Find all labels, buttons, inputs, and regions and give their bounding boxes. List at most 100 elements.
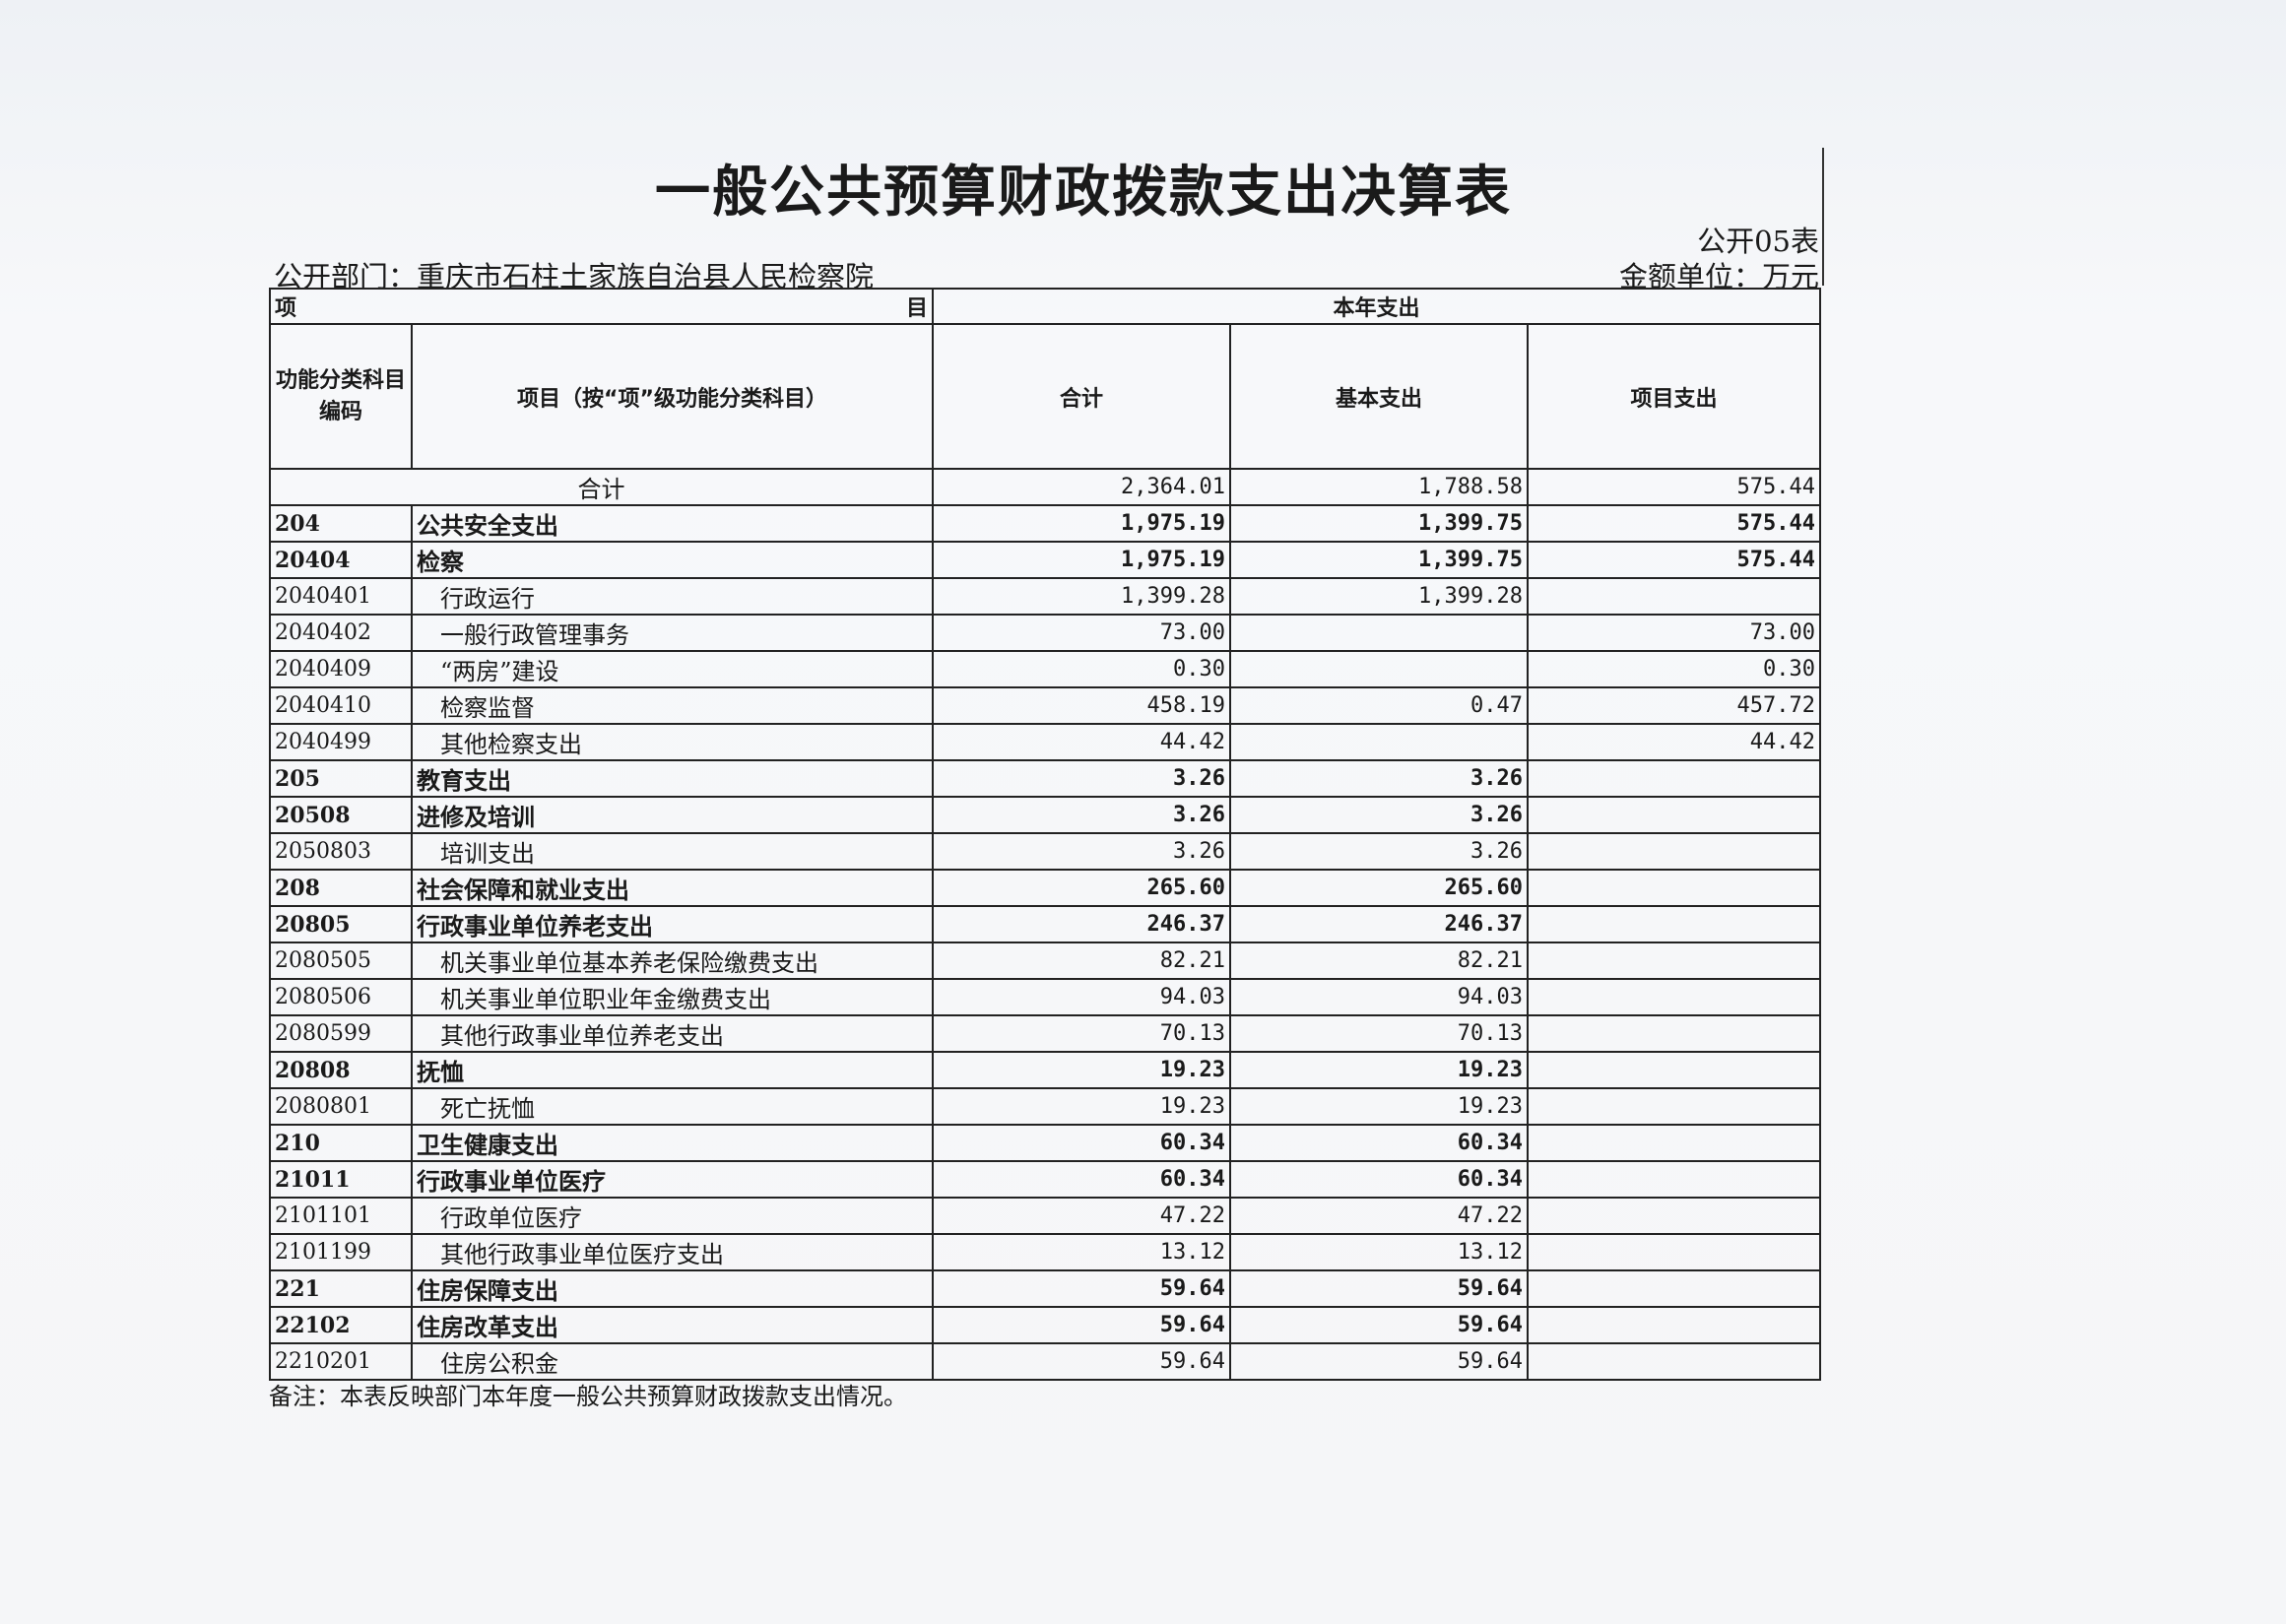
row-total: 94.03 <box>932 978 1231 1016</box>
row-name: 行政事业单位医疗 <box>411 1160 934 1199</box>
row-name: 住房保障支出 <box>411 1269 934 1308</box>
row-project <box>1527 759 1821 798</box>
table-row: 2040402 一般行政管理事务 73.00 73.00 <box>269 614 1821 652</box>
table-row: 2040401 行政运行 1,399.28 1,399.28 <box>269 577 1821 616</box>
row-basic <box>1229 650 1529 688</box>
row-name: 行政运行 <box>411 577 934 616</box>
row-basic: 47.22 <box>1229 1197 1529 1235</box>
row-total: 82.21 <box>932 942 1231 980</box>
row-project <box>1527 1051 1821 1089</box>
table-row: 22102 住房改革支出 59.64 59.64 <box>269 1306 1821 1344</box>
row-basic <box>1229 614 1529 652</box>
row-total: 19.23 <box>932 1051 1231 1089</box>
row-project <box>1527 1014 1821 1053</box>
row-name: 检察监督 <box>411 686 934 725</box>
row-project: 44.42 <box>1527 723 1821 761</box>
row-code: 20808 <box>269 1051 413 1089</box>
expenditure-table: 项 目 本年支出 功能分类科目编码 项目（按“项”级功能分类科目） 合计 基本支… <box>269 288 1821 1381</box>
row-basic: 246.37 <box>1229 905 1529 943</box>
row-code: 21011 <box>269 1160 413 1199</box>
row-name: 死亡抚恤 <box>411 1087 934 1126</box>
row-project <box>1527 1306 1821 1344</box>
row-basic: 1,399.75 <box>1229 504 1529 543</box>
table-row: 204 公共安全支出 1,975.19 1,399.75 575.44 <box>269 504 1821 543</box>
row-code: 2080506 <box>269 978 413 1016</box>
header-total: 合计 <box>932 323 1231 470</box>
row-name: 其他行政事业单位医疗支出 <box>411 1233 934 1271</box>
row-basic: 0.47 <box>1229 686 1529 725</box>
row-basic: 70.13 <box>1229 1014 1529 1053</box>
row-code: 208 <box>269 869 413 907</box>
row-total: 70.13 <box>932 1014 1231 1053</box>
row-name: 培训支出 <box>411 832 934 871</box>
row-name: 机关事业单位基本养老保险缴费支出 <box>411 942 934 980</box>
row-code: 20805 <box>269 905 413 943</box>
row-project: 575.44 <box>1527 541 1821 579</box>
header-row-1: 项 目 本年支出 <box>269 288 1821 325</box>
row-code: 2040410 <box>269 686 413 725</box>
row-project <box>1527 1233 1821 1271</box>
row-total: 3.26 <box>932 832 1231 871</box>
row-code: 205 <box>269 759 413 798</box>
footnote: 备注：本表反映部门本年度一般公共预算财政拨款支出情况。 <box>269 1383 907 1410</box>
row-basic: 19.23 <box>1229 1051 1529 1089</box>
header-item: 项 目 <box>269 288 934 325</box>
row-code: 20404 <box>269 541 413 579</box>
table-row: 221 住房保障支出 59.64 59.64 <box>269 1269 1821 1308</box>
row-project: 73.00 <box>1527 614 1821 652</box>
row-project: 0.30 <box>1527 650 1821 688</box>
row-project <box>1527 1160 1821 1199</box>
table-row: 2040409 “两房”建设 0.30 0.30 <box>269 650 1821 688</box>
row-total: 1,975.19 <box>932 541 1231 579</box>
row-basic: 59.64 <box>1229 1342 1529 1381</box>
table-row: 20508 进修及培训 3.26 3.26 <box>269 796 1821 834</box>
table-row: 2080506 机关事业单位职业年金缴费支出 94.03 94.03 <box>269 978 1821 1016</box>
row-code: 2040402 <box>269 614 413 652</box>
row-code: 2210201 <box>269 1342 413 1381</box>
row-project <box>1527 1342 1821 1381</box>
header-project: 项目支出 <box>1527 323 1821 470</box>
row-basic: 94.03 <box>1229 978 1529 1016</box>
row-total: 1,975.19 <box>932 504 1231 543</box>
row-name: 住房改革支出 <box>411 1306 934 1344</box>
table-row: 2080599 其他行政事业单位养老支出 70.13 70.13 <box>269 1014 1821 1053</box>
table-row: 21011 行政事业单位医疗 60.34 60.34 <box>269 1160 1821 1199</box>
row-basic: 265.60 <box>1229 869 1529 907</box>
row-code: 210 <box>269 1124 413 1162</box>
table-row: 210 卫生健康支出 60.34 60.34 <box>269 1124 1821 1162</box>
row-basic: 1,399.28 <box>1229 577 1529 616</box>
scan-edge-line <box>1822 148 1824 286</box>
table-row: 20404 检察 1,975.19 1,399.75 575.44 <box>269 541 1821 579</box>
row-name: 进修及培训 <box>411 796 934 834</box>
row-total: 19.23 <box>932 1087 1231 1126</box>
table-row: 208 社会保障和就业支出 265.60 265.60 <box>269 869 1821 907</box>
row-project <box>1527 1124 1821 1162</box>
row-basic: 59.64 <box>1229 1306 1529 1344</box>
row-total: 60.34 <box>932 1160 1231 1199</box>
row-name: 卫生健康支出 <box>411 1124 934 1162</box>
row-code: 22102 <box>269 1306 413 1344</box>
row-code: 20508 <box>269 796 413 834</box>
row-basic: 13.12 <box>1229 1233 1529 1271</box>
row-name: 教育支出 <box>411 759 934 798</box>
row-basic: 60.34 <box>1229 1160 1529 1199</box>
row-total: 59.64 <box>932 1269 1231 1308</box>
row-code: 2040499 <box>269 723 413 761</box>
row-project <box>1527 942 1821 980</box>
row-basic: 59.64 <box>1229 1269 1529 1308</box>
row-name: 公共安全支出 <box>411 504 934 543</box>
row-basic: 82.21 <box>1229 942 1529 980</box>
table-row: 2101101 行政单位医疗 47.22 47.22 <box>269 1197 1821 1235</box>
row-total: 3.26 <box>932 759 1231 798</box>
table-row: 2040499 其他检察支出 44.42 44.42 <box>269 723 1821 761</box>
total-project: 575.44 <box>1527 468 1821 506</box>
row-total: 13.12 <box>932 1233 1231 1271</box>
total-basic: 1,788.58 <box>1229 468 1529 506</box>
row-basic: 3.26 <box>1229 796 1529 834</box>
row-total: 0.30 <box>932 650 1231 688</box>
row-code: 2080801 <box>269 1087 413 1126</box>
header-code: 功能分类科目编码 <box>269 323 413 470</box>
row-total: 59.64 <box>932 1342 1231 1381</box>
row-name: 抚恤 <box>411 1051 934 1089</box>
